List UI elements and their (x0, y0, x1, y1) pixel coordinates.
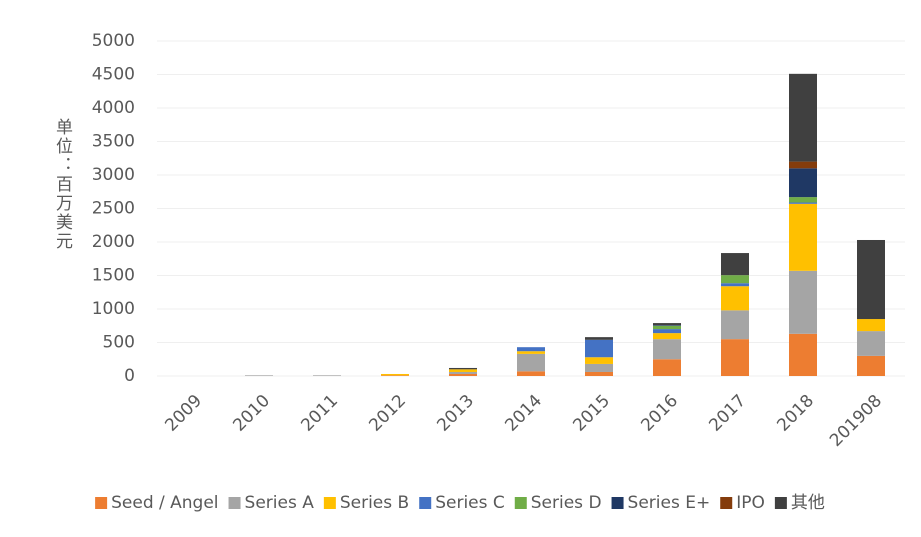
bar-segment (653, 323, 681, 326)
bar-segment (857, 319, 885, 332)
bar-segment (585, 337, 613, 340)
x-tick-label: 2012 (365, 391, 410, 436)
y-tick-label: 2500 (92, 199, 135, 219)
bar-segment (381, 373, 409, 376)
y-tick-label: 500 (103, 333, 135, 353)
bar-segment (653, 325, 681, 326)
bar-segment (449, 371, 477, 374)
x-tick-label: 2013 (433, 391, 478, 436)
bar-segment (789, 203, 817, 271)
bar-segment (517, 371, 545, 376)
legend-swatch (323, 497, 336, 509)
x-tick-label: 201908 (826, 391, 886, 451)
x-tick-label: 2015 (569, 391, 614, 436)
legend-swatch (774, 497, 787, 509)
bar-segment (789, 168, 817, 198)
legend-swatch (720, 497, 733, 509)
bar-segment (721, 310, 749, 340)
bar-segment (381, 375, 409, 376)
y-tick-label: 2000 (92, 232, 135, 252)
legend-swatch (419, 497, 432, 509)
y-tick-label: 1000 (92, 299, 135, 319)
bar-segment (857, 331, 885, 356)
bar-segment (789, 202, 817, 204)
y-tick-label: 5000 (92, 31, 135, 51)
bar-segment (653, 333, 681, 340)
x-tick-label: 2014 (501, 391, 546, 436)
bar-segment (585, 357, 613, 364)
x-tick-label: 2011 (297, 391, 342, 436)
bar-segment (585, 371, 613, 376)
y-tick-label: 0 (124, 366, 135, 386)
bar-segment (789, 270, 817, 334)
x-tick-label: 2010 (229, 391, 274, 436)
legend-swatch (611, 497, 624, 509)
bar-segment (789, 197, 817, 203)
bar-segment (517, 353, 545, 372)
bar-segment (721, 286, 749, 311)
bar-segment (585, 339, 613, 358)
bar-segment (721, 283, 749, 287)
bar-segment (313, 375, 341, 376)
y-tick-label: 3000 (92, 165, 135, 185)
bar-segment (653, 359, 681, 376)
y-axis-label: 单位：百万美元 (52, 118, 73, 251)
bar-segment (449, 373, 477, 376)
legend-label: Seed / Angel (111, 493, 218, 513)
bar-segment (721, 339, 749, 376)
bar-segment (857, 239, 885, 320)
x-tick-label: 2016 (637, 391, 682, 436)
bar-segment (653, 339, 681, 360)
legend-label: Series E+ (628, 493, 711, 513)
bar-segment (653, 325, 681, 330)
y-tick-label: 4000 (92, 98, 135, 118)
legend-label: Series D (531, 493, 602, 513)
bar-segment (789, 161, 817, 169)
legend-swatch (228, 497, 241, 509)
x-tick-label: 2017 (705, 391, 750, 436)
legend-swatch (514, 497, 527, 509)
legend-label: Series C (435, 493, 505, 513)
legend-label: Series B (340, 493, 409, 513)
y-tick-label: 3500 (92, 132, 135, 152)
bar-segment (517, 351, 545, 354)
bar-segment (449, 369, 477, 372)
bar-segment (789, 333, 817, 376)
bar-segment (789, 73, 817, 162)
bar-segment (585, 363, 613, 372)
legend-label: Series A (245, 493, 315, 513)
bar-segment (517, 347, 545, 352)
bar-segment (857, 355, 885, 376)
legend-label: IPO (736, 493, 765, 513)
bar-segment (245, 375, 273, 376)
legend-label: 其他 (791, 493, 825, 513)
x-tick-label: 2009 (161, 391, 206, 436)
x-tick-label: 2018 (773, 391, 818, 436)
y-tick-label: 4500 (92, 65, 135, 85)
bar-segment (721, 253, 749, 276)
bar-segment (449, 367, 477, 370)
legend-swatch (95, 497, 108, 509)
bar-segment (721, 275, 749, 284)
y-tick-label: 1500 (92, 266, 135, 286)
bar-segment (653, 329, 681, 334)
